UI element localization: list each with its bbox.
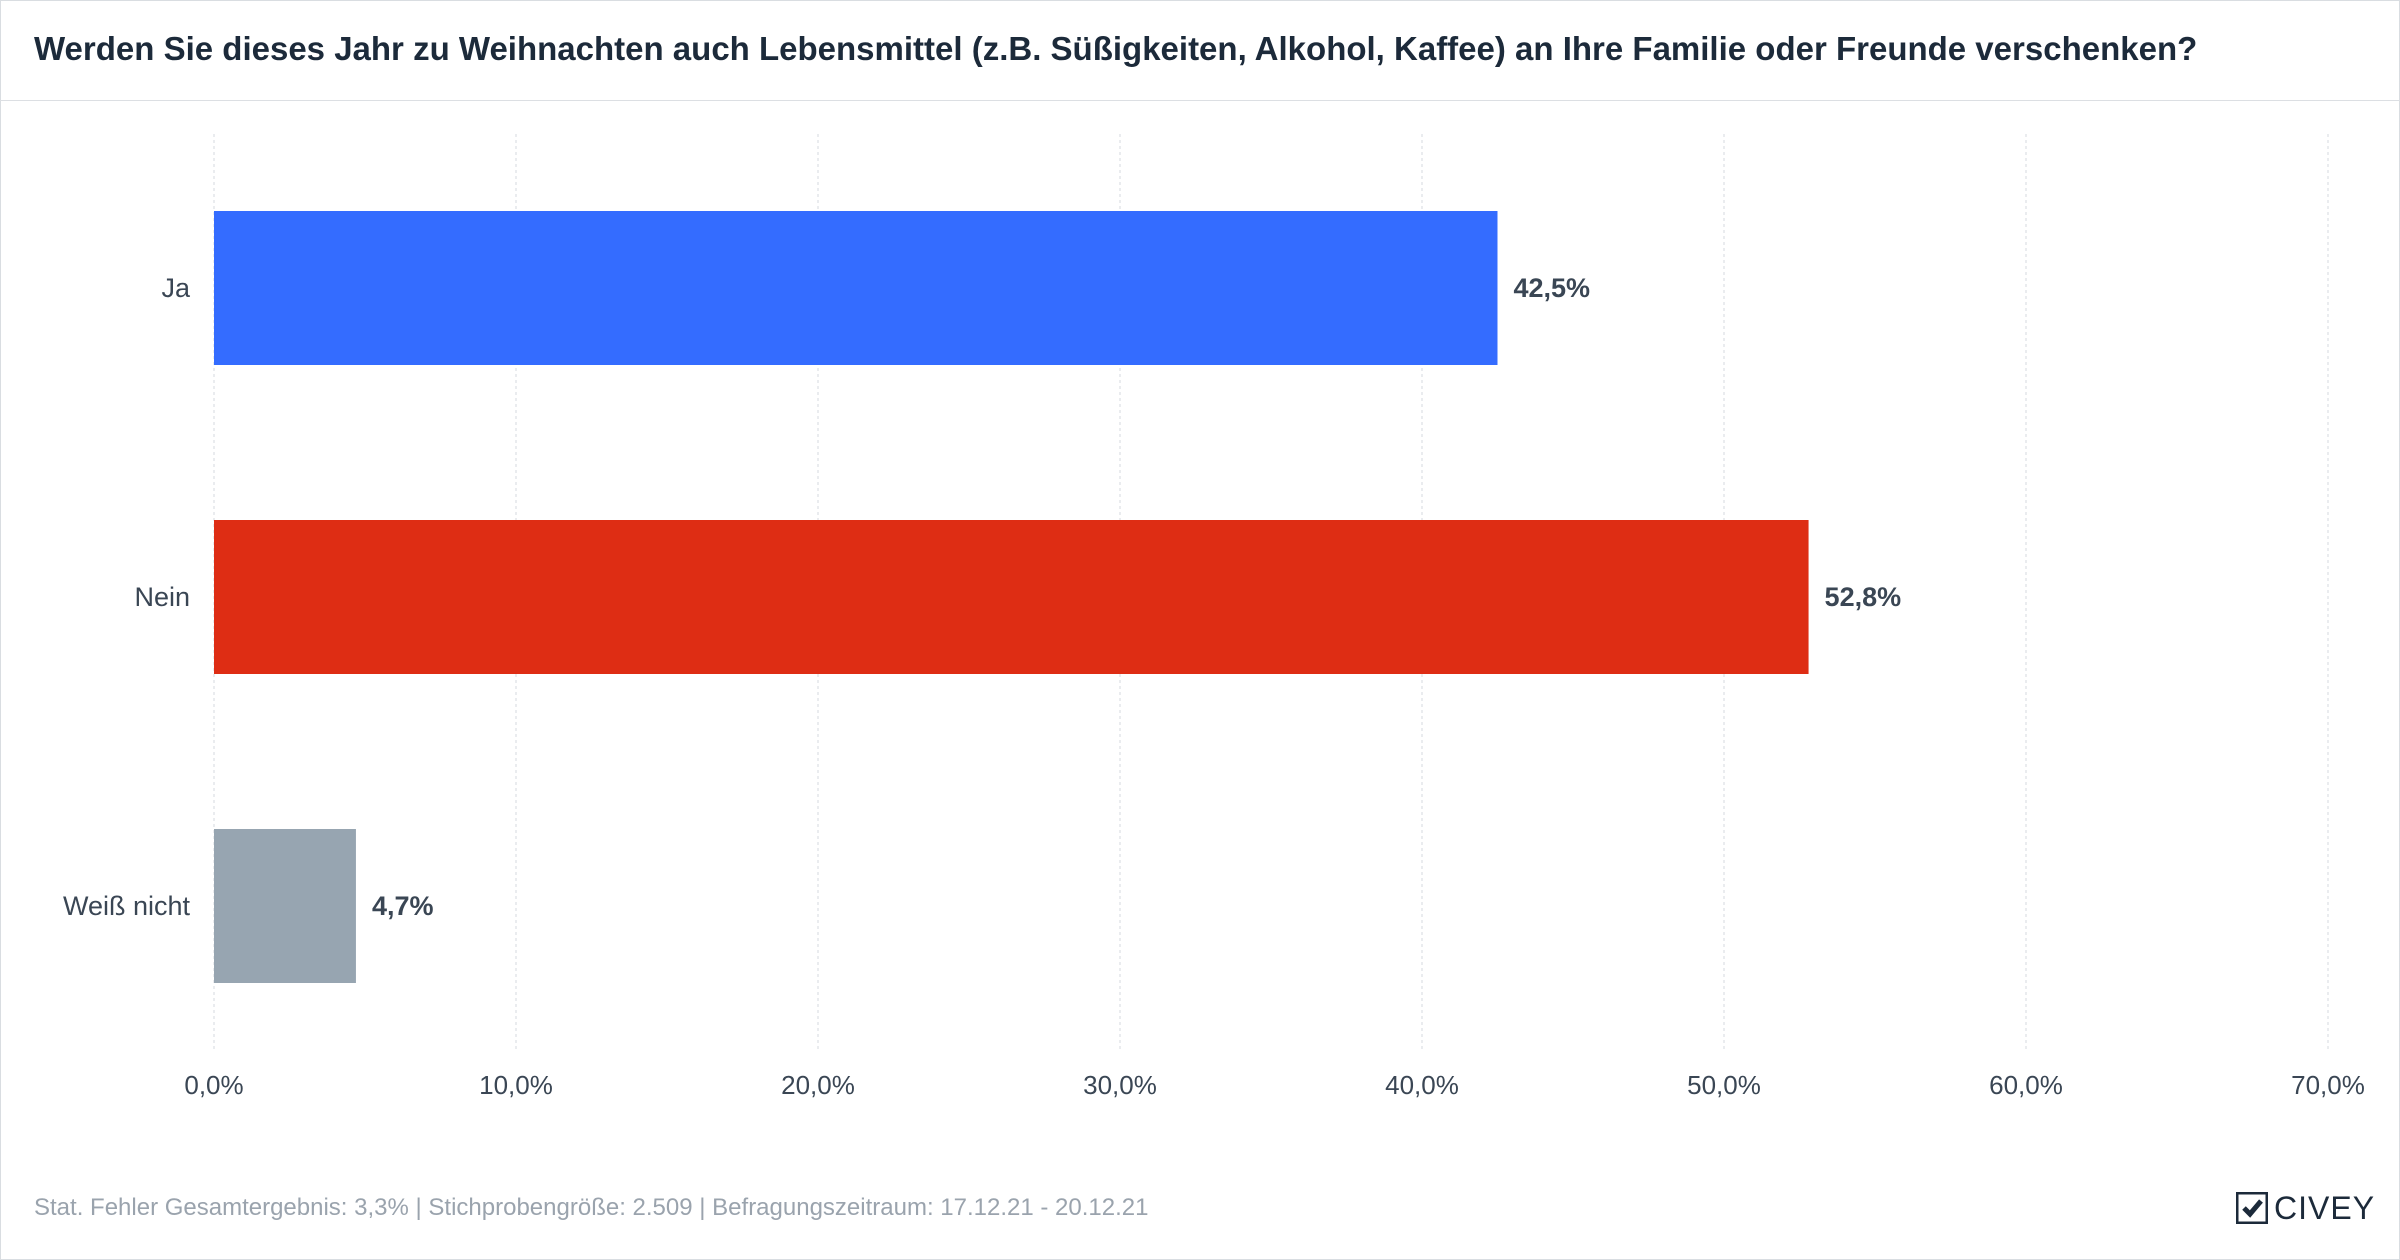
category-label: Nein bbox=[134, 582, 190, 612]
x-tick-label: 30,0% bbox=[1083, 1070, 1157, 1100]
chart-title: Werden Sie dieses Jahr zu Weihnachten au… bbox=[34, 30, 2198, 67]
civey-logo: CIVEY bbox=[2236, 1190, 2375, 1226]
category-label: Ja bbox=[161, 273, 191, 303]
x-tick-label: 60,0% bbox=[1989, 1070, 2063, 1100]
x-tick-label: 10,0% bbox=[479, 1070, 553, 1100]
value-label: 52,8% bbox=[1825, 582, 1902, 612]
category-label: Weiß nicht bbox=[63, 891, 191, 921]
x-tick-label: 0,0% bbox=[184, 1070, 243, 1100]
logo-text: CIVEY bbox=[2274, 1189, 2376, 1226]
bar bbox=[214, 829, 356, 983]
bar bbox=[214, 520, 1809, 674]
bar bbox=[214, 211, 1498, 365]
x-tick-label: 70,0% bbox=[2291, 1070, 2365, 1100]
footer-note: Stat. Fehler Gesamtergebnis: 3,3% | Stic… bbox=[34, 1194, 1149, 1221]
value-label: 4,7% bbox=[372, 891, 434, 921]
title-divider bbox=[0, 100, 2400, 101]
value-label: 42,5% bbox=[1514, 273, 1591, 303]
x-tick-label: 50,0% bbox=[1687, 1070, 1761, 1100]
x-tick-label: 40,0% bbox=[1385, 1070, 1459, 1100]
civey-logo-icon bbox=[2236, 1192, 2268, 1224]
x-tick-label: 20,0% bbox=[781, 1070, 855, 1100]
